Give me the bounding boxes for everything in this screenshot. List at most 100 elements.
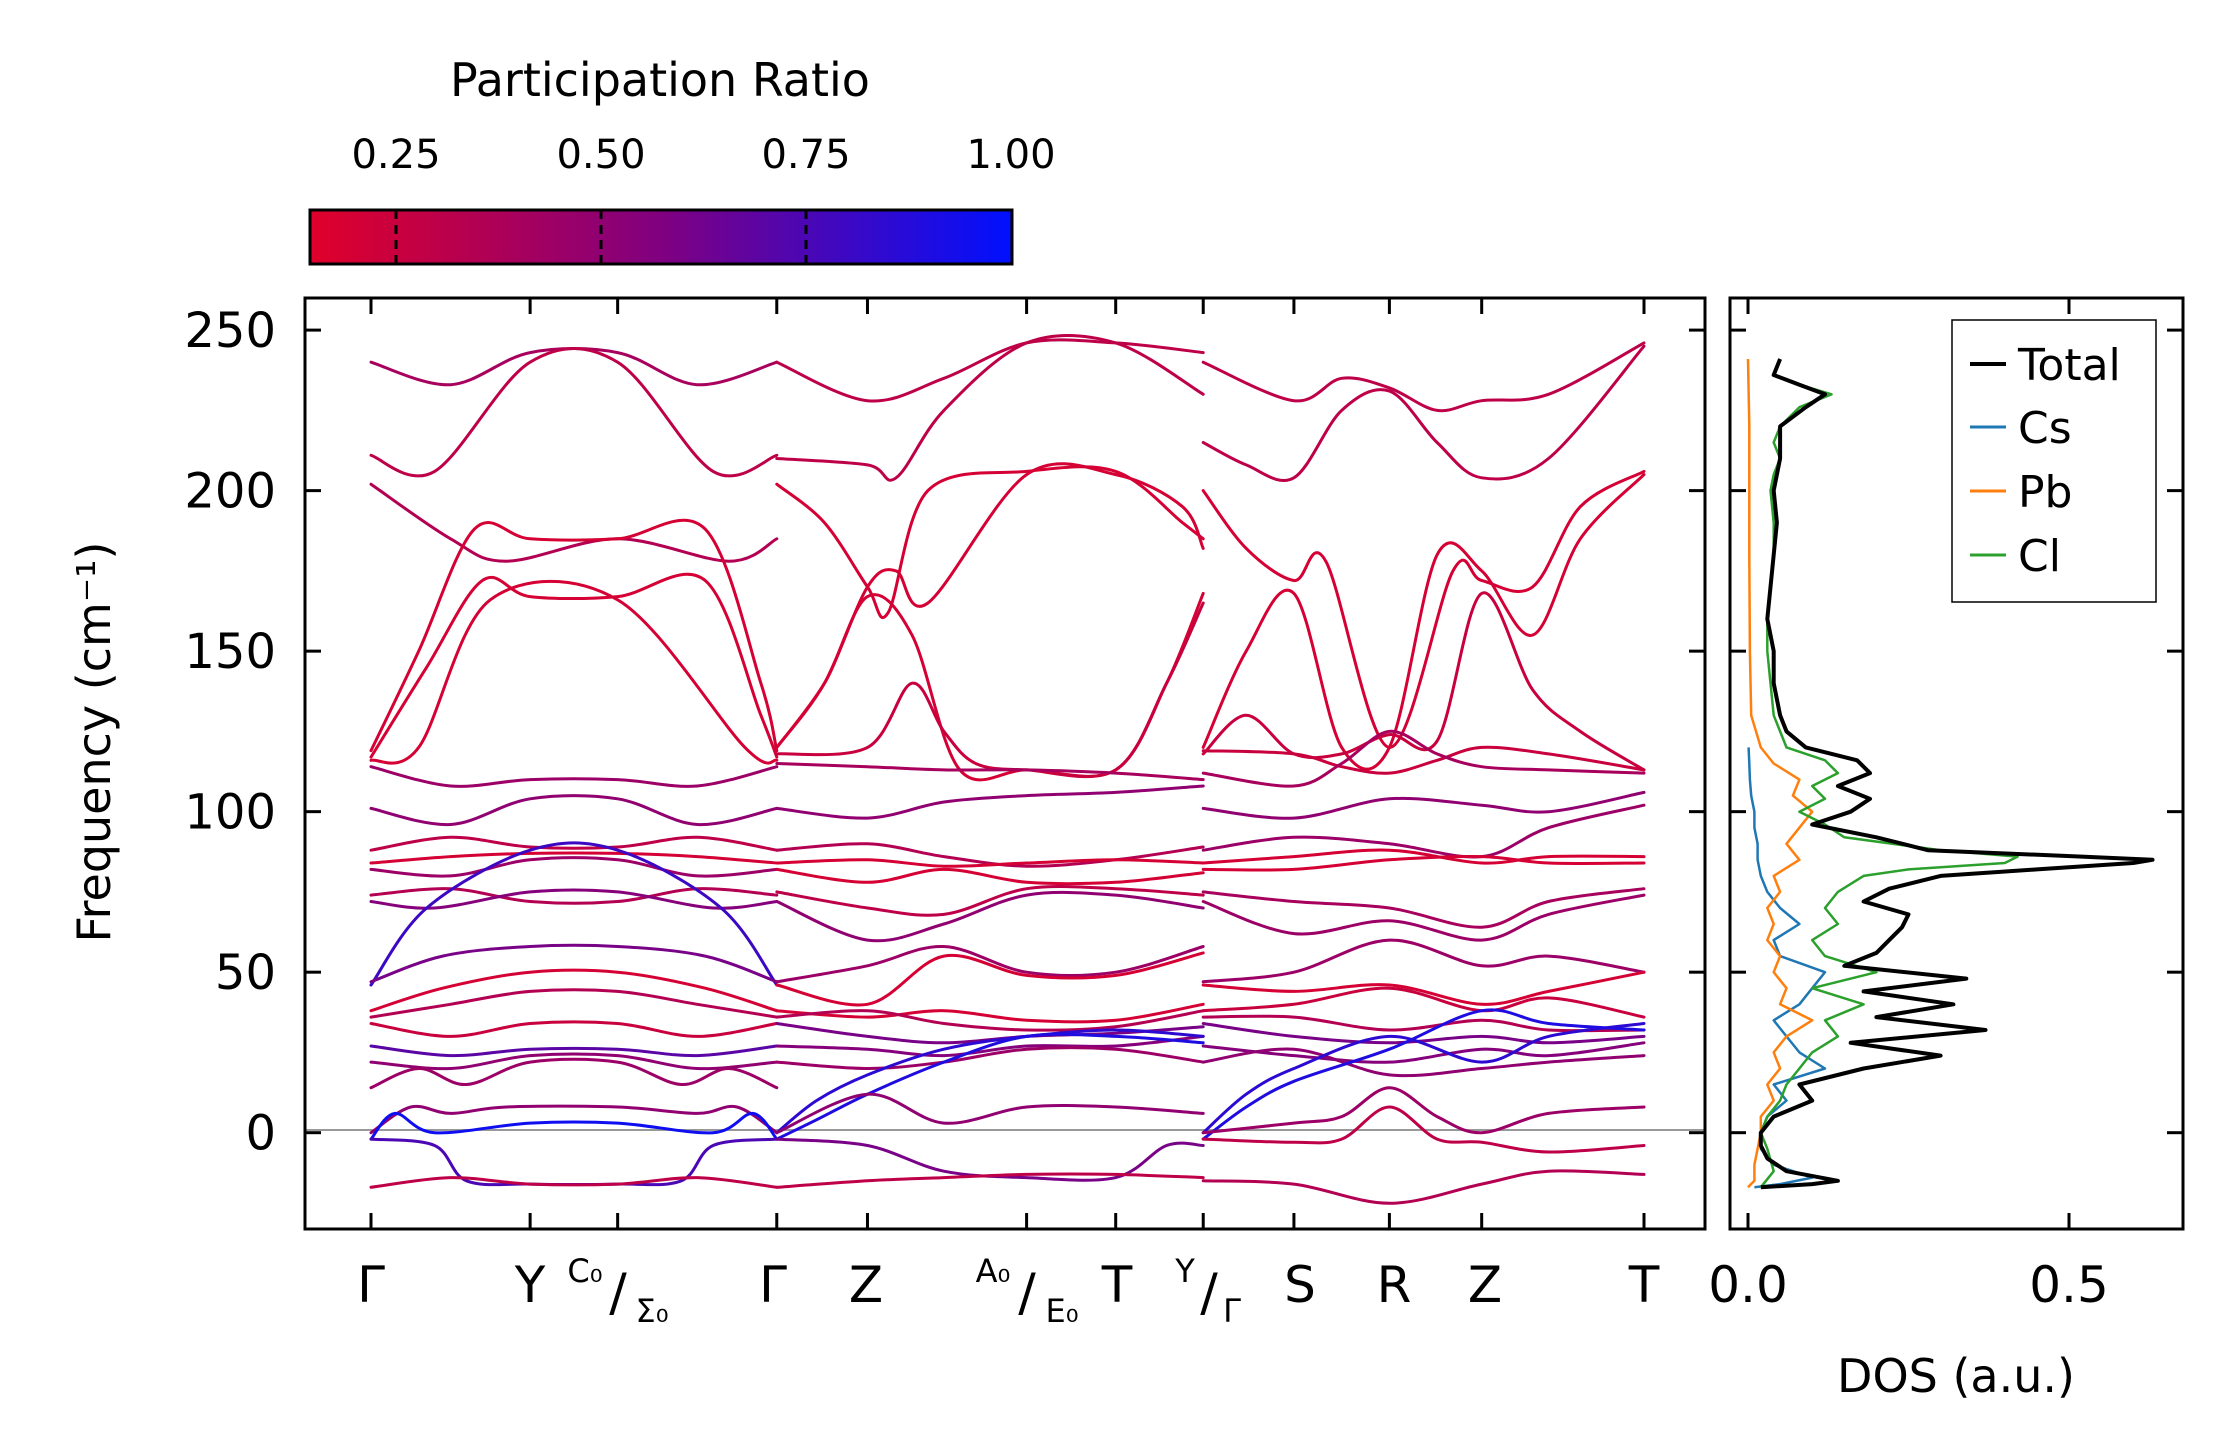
xtick-label-y-top: Y <box>1174 1252 1195 1290</box>
band-ytick-label: 200 <box>184 464 276 520</box>
xtick-slash: / <box>1018 1263 1036 1323</box>
band-line-seg2-7 <box>775 762 1205 782</box>
dos-line-total <box>1758 358 2155 1190</box>
y-axis-title: Frequency (cm⁻¹) <box>67 542 121 943</box>
band-line-seg3-4 <box>1201 473 1646 771</box>
xtick-label-c0: C₀ <box>567 1252 602 1290</box>
band-line-seg1-15 <box>369 943 779 984</box>
band-line-seg2-2 <box>775 334 1205 482</box>
band-line-seg3-1 <box>1201 341 1646 413</box>
legend-label-cs: Cs <box>2018 403 2072 454</box>
band-line-seg3-9 <box>1201 803 1646 859</box>
dos-xtick-label: 0.0 <box>1708 1256 1788 1314</box>
band-y-ticks: 0 50 100 150 200 250 <box>184 303 1705 1162</box>
band-ytick-label: 150 <box>184 624 276 680</box>
colorbar-tick-label: 1.00 <box>966 132 1055 178</box>
band-line-seg1-20 <box>369 1052 779 1071</box>
band-line-seg3-8 <box>1201 790 1646 820</box>
dos-line-pb <box>1746 358 1814 1189</box>
xtick-slash: / <box>1200 1263 1218 1323</box>
colorbar-gradient <box>308 208 1014 266</box>
band-line-seg3-15 <box>1201 970 1646 1006</box>
band-line-seg3-7 <box>1201 729 1646 788</box>
band-line-seg2-20 <box>775 1046 1205 1070</box>
band-line-seg3-10 <box>1201 848 1646 865</box>
band-line-seg3-16 <box>1201 986 1646 1019</box>
band-line-seg3-12 <box>1201 887 1646 929</box>
dos-xtick-label: 0.5 <box>2029 1256 2109 1314</box>
xtick-label-c0-sigma0: C₀ / Σ₀ <box>567 1252 668 1330</box>
band-line-seg2-4 <box>775 462 1205 749</box>
xtick-label-a0-e0: A₀ / E₀ <box>976 1252 1079 1330</box>
band-line-seg1-14 <box>369 841 779 987</box>
band-line-seg3-21 <box>1201 1022 1646 1135</box>
band-line-seg2-13 <box>775 890 1205 943</box>
band-line-seg3-6 <box>1201 745 1646 775</box>
band-line-seg2-5 <box>775 591 1205 782</box>
xtick-label-t: T <box>1101 1256 1133 1314</box>
band-line-seg2-25 <box>775 1172 1205 1189</box>
legend-label-pb: Pb <box>2018 467 2072 518</box>
band-line-seg1-3 <box>369 482 779 563</box>
band-line-seg1-17 <box>369 988 779 1019</box>
band-line-seg1-4 <box>369 518 779 753</box>
band-line-seg1-13 <box>369 888 779 910</box>
band-line-seg1-22 <box>369 1104 779 1135</box>
band-panel: Frequency (cm⁻¹) 0 50 100 150 200 250 Γ Y C₀ … <box>67 296 1707 1330</box>
bands <box>369 334 1646 1205</box>
band-frame <box>303 296 1707 1231</box>
band-line-seg2-21 <box>775 1028 1205 1135</box>
dos-panel: 0.0 0.5 DOS (a.u.) Total Cs Pb Cl <box>1708 296 2185 1403</box>
band-line-seg3-20 <box>1201 1047 1646 1078</box>
band-line-seg3-24 <box>1201 1105 1646 1154</box>
xtick-label-r: R <box>1377 1256 1412 1314</box>
band-line-seg3-2 <box>1201 344 1646 482</box>
dos-ticks: 0.0 0.5 <box>1708 298 2183 1314</box>
dos-x-axis-title: DOS (a.u.) <box>1837 1349 2075 1403</box>
band-line-seg1-23 <box>369 1111 779 1141</box>
band-line-seg1-1 <box>369 347 779 387</box>
band-line-seg1-12 <box>369 887 779 905</box>
xtick-label-a0: A₀ <box>976 1252 1011 1290</box>
band-line-seg1-18 <box>369 1020 779 1038</box>
band-line-seg2-16 <box>775 1002 1205 1024</box>
band-line-seg3-11 <box>1201 855 1646 872</box>
band-line-seg1-19 <box>369 1044 779 1058</box>
dos-lines <box>1746 358 2155 1190</box>
band-line-seg3-19 <box>1201 1041 1646 1064</box>
xtick-slash: / <box>609 1263 627 1323</box>
band-line-seg2-12 <box>775 885 1205 917</box>
band-line-seg1-9 <box>369 835 779 852</box>
band-line-seg2-23 <box>775 1092 1205 1135</box>
legend: Total Cs Pb Cl <box>1951 319 2157 603</box>
xtick-label-gamma-bottom: Γ <box>1223 1292 1241 1330</box>
band-line-seg2-22 <box>775 1032 1205 1141</box>
band-line-seg2-15 <box>775 951 1205 1007</box>
legend-label-total: Total <box>2017 340 2121 391</box>
colorbar-tick-label: 0.75 <box>761 132 850 178</box>
xtick-label-sigma0: Σ₀ <box>635 1292 668 1330</box>
band-line-seg1-5 <box>369 572 779 759</box>
band-ytick-label: 50 <box>215 945 276 1001</box>
xtick-label-gamma: Γ <box>357 1256 385 1314</box>
band-line-seg2-10 <box>775 858 1205 868</box>
band-line-seg3-22 <box>1201 1008 1646 1141</box>
band-line-seg3-25 <box>1201 1169 1646 1205</box>
band-line-seg1-16 <box>369 968 779 1013</box>
xtick-label-z: Z <box>1468 1256 1502 1314</box>
xtick-label-gamma: Γ <box>759 1256 787 1314</box>
band-line-seg3-13 <box>1201 893 1646 942</box>
band-ytick-label: 100 <box>184 785 276 841</box>
band-ytick-label: 250 <box>184 303 276 359</box>
band-line-seg1-21 <box>369 1057 779 1090</box>
band-line-seg3-3 <box>1201 469 1646 749</box>
band-line-seg2-3 <box>775 465 1205 620</box>
xtick-label-s: S <box>1284 1256 1316 1314</box>
xtick-label-y: Y <box>514 1256 546 1314</box>
colorbar-title: Participation Ratio <box>450 53 870 107</box>
xtick-label-e0: E₀ <box>1045 1292 1078 1330</box>
xtick-label-t: T <box>1628 1256 1660 1314</box>
band-line-seg1-11 <box>369 856 779 878</box>
band-line-seg2-24 <box>775 1137 1205 1182</box>
